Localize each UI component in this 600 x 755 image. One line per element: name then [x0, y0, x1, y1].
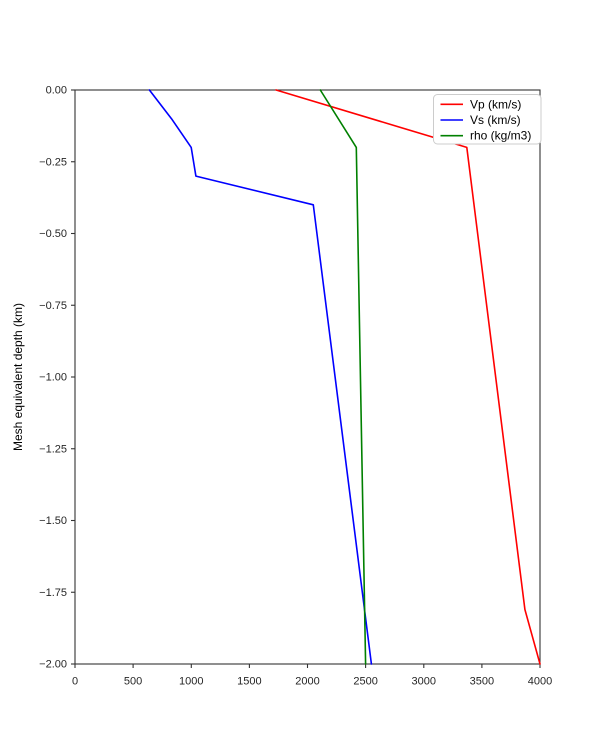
svg-text:−1.50: −1.50	[39, 515, 67, 527]
svg-text:500: 500	[124, 676, 142, 688]
svg-text:−0.25: −0.25	[39, 156, 67, 168]
svg-text:0.00: 0.00	[46, 85, 67, 97]
svg-text:−1.25: −1.25	[39, 443, 67, 455]
svg-text:−0.75: −0.75	[39, 300, 67, 312]
svg-text:−0.50: −0.50	[39, 228, 67, 240]
svg-text:Vs (km/s): Vs (km/s)	[470, 113, 521, 127]
svg-text:Mesh equivalent depth (km): Mesh equivalent depth (km)	[11, 303, 25, 451]
svg-text:3500: 3500	[470, 676, 494, 688]
svg-text:−1.00: −1.00	[39, 372, 67, 384]
svg-text:4000: 4000	[528, 676, 552, 688]
svg-text:−2.00: −2.00	[39, 659, 67, 671]
svg-text:Vp (km/s): Vp (km/s)	[470, 97, 521, 111]
svg-text:3000: 3000	[412, 676, 436, 688]
svg-text:rho (kg/m3): rho (kg/m3)	[470, 129, 531, 143]
svg-text:1000: 1000	[179, 676, 203, 688]
svg-text:−1.75: −1.75	[39, 587, 67, 599]
svg-text:0: 0	[72, 676, 78, 688]
svg-text:2000: 2000	[295, 676, 319, 688]
svg-text:1500: 1500	[237, 676, 261, 688]
svg-text:2500: 2500	[353, 676, 377, 688]
